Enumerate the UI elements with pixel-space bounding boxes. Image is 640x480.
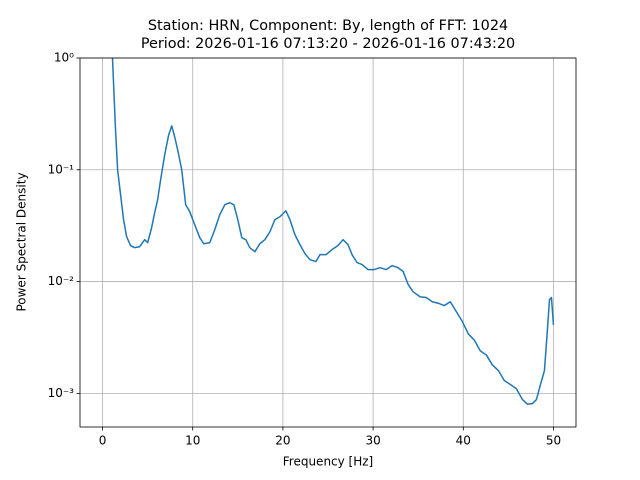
ticks: 0 10 20 30 40 50 10⁻³ 10⁻² 10⁻¹ 10⁰ [48, 51, 562, 448]
x-tick-label: 30 [365, 434, 380, 448]
plot-area [111, 58, 555, 405]
y-tick-label: 10⁰ [54, 51, 74, 65]
chart-title: Station: HRN, Component: By, length of F… [148, 18, 508, 34]
chart-title: Period: 2026-01-16 07:13:20 - 2026-01-16… [141, 36, 515, 52]
axes-frame [79, 57, 577, 428]
x-tick-label: 40 [456, 434, 471, 448]
x-tick-label: 20 [275, 434, 290, 448]
y-tick-label: 10⁻¹ [48, 162, 75, 176]
x-tick-label: 10 [185, 434, 200, 448]
y-axis-label: Power Spectral Density [15, 172, 29, 311]
x-axis-label: Frequency [Hz] [283, 455, 374, 469]
x-tick-label: 0 [99, 434, 107, 448]
y-tick-label: 10⁻³ [48, 386, 75, 400]
line-series [111, 58, 555, 405]
x-tick-label: 50 [546, 434, 561, 448]
y-tick-label: 10⁻² [48, 274, 75, 288]
